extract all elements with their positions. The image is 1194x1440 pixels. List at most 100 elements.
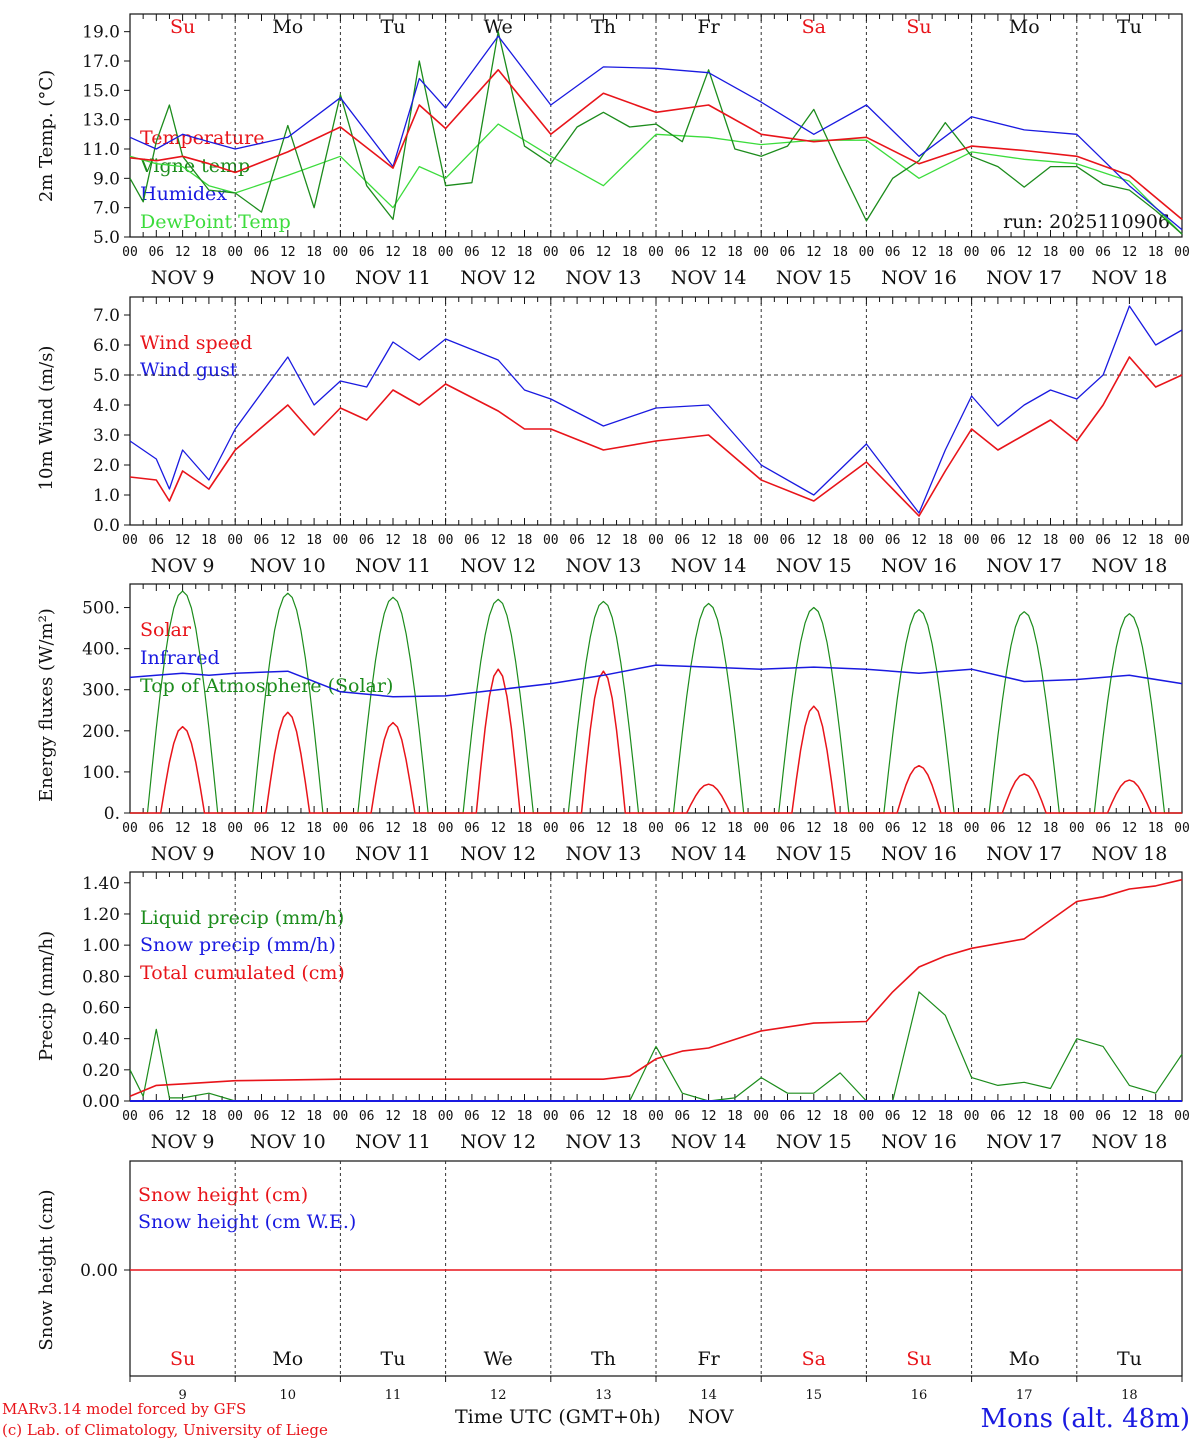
day-name-top: Su [906, 16, 931, 38]
flux-ylabel: Energy fluxes (W/m²) [36, 608, 57, 802]
day-name-top: Fr [697, 16, 720, 38]
date-label: NOV 14 [671, 267, 747, 289]
hour-tick-label: 06 [569, 821, 585, 836]
liquid-precip-series [129, 991, 1183, 1102]
y-tick-label: 1.0 [93, 486, 120, 506]
day-name-top: Tu [1117, 16, 1142, 38]
hour-tick-label: 12 [911, 1109, 927, 1124]
day-name-bottom: Tu [381, 1348, 406, 1370]
hour-tick-label: 00 [438, 821, 454, 836]
date-label: NOV 18 [1091, 555, 1167, 577]
hour-tick-label: 06 [1095, 821, 1111, 836]
hour-tick-label: 18 [517, 245, 533, 260]
precip-legend-liquid: Liquid precip (mm/h) [140, 907, 344, 929]
date-label: NOV 10 [250, 555, 326, 577]
y-tick-label: 6.0 [93, 336, 120, 356]
hour-tick-label: 18 [201, 245, 217, 260]
date-label: NOV 13 [565, 267, 641, 289]
hour-tick-label: 12 [596, 821, 612, 836]
day-number: 9 [178, 1388, 186, 1403]
hour-tick-label: 18 [727, 245, 743, 260]
hour-tick-label: 00 [1174, 245, 1190, 260]
hour-tick-label: 12 [806, 533, 822, 548]
temp-legend-vigne: Vigne temp [139, 155, 250, 177]
date-label: NOV 13 [565, 843, 641, 865]
hour-tick-label: 18 [727, 533, 743, 548]
hour-tick-label: 18 [411, 821, 427, 836]
hour-tick-label: 12 [1016, 821, 1032, 836]
hour-tick-label: 00 [1174, 821, 1190, 836]
y-tick-label: 5.0 [93, 228, 120, 248]
hour-tick-label: 06 [780, 821, 796, 836]
snow-legend-we: Snow height (cm W.E.) [138, 1211, 356, 1233]
hour-tick-label: 18 [832, 245, 848, 260]
hour-tick-label: 12 [1122, 1109, 1138, 1124]
date-label: NOV 12 [460, 1131, 536, 1153]
y-tick-label: 3.0 [93, 426, 120, 446]
hour-tick-label: 18 [306, 533, 322, 548]
day-name-top: Tu [381, 16, 406, 38]
hour-tick-label: 06 [148, 533, 164, 548]
snow-legend-height: Snow height (cm) [138, 1184, 308, 1206]
date-label: NOV 18 [1091, 1131, 1167, 1153]
hour-tick-label: 18 [1148, 245, 1164, 260]
hour-tick-label: 00 [438, 1109, 454, 1124]
date-label: NOV 12 [460, 267, 536, 289]
day-name-bottom: Fr [697, 1348, 720, 1370]
hour-tick-label: 12 [596, 533, 612, 548]
day-name-top: Mo [272, 16, 303, 38]
hour-tick-label: 06 [990, 245, 1006, 260]
y-tick-label: 200. [82, 722, 120, 742]
hour-tick-label: 06 [885, 245, 901, 260]
y-tick-label: 5.0 [93, 366, 120, 386]
hour-tick-label: 12 [280, 1109, 296, 1124]
y-tick-label: 0.20 [82, 1061, 120, 1081]
y-tick-label: 0.00 [82, 1092, 120, 1112]
date-label: NOV 17 [986, 267, 1062, 289]
hour-tick-label: 00 [753, 533, 769, 548]
hour-tick-label: 00 [1069, 533, 1085, 548]
day-number: 10 [280, 1388, 297, 1403]
wind-speed-series [129, 356, 1183, 517]
date-label: NOV 17 [986, 555, 1062, 577]
hour-tick-label: 06 [359, 533, 375, 548]
hour-tick-label: 12 [911, 821, 927, 836]
y-tick-label: 13.0 [82, 111, 120, 131]
hour-tick-label: 00 [648, 245, 664, 260]
hour-tick-label: 18 [622, 1109, 638, 1124]
hour-tick-label: 06 [674, 821, 690, 836]
y-tick-label: 2.0 [93, 456, 120, 476]
date-label: NOV 17 [986, 843, 1062, 865]
date-label: NOV 13 [565, 555, 641, 577]
hour-tick-label: 00 [543, 245, 559, 260]
hour-tick-label: 18 [411, 533, 427, 548]
day-name-bottom: Su [906, 1348, 931, 1370]
date-label: NOV 15 [776, 843, 852, 865]
hour-tick-label: 00 [859, 1109, 875, 1124]
hour-tick-label: 06 [674, 245, 690, 260]
hour-tick-label: 06 [990, 533, 1006, 548]
hour-tick-label: 06 [780, 245, 796, 260]
date-label: NOV 16 [881, 267, 957, 289]
hour-tick-label: 00 [964, 821, 980, 836]
hour-tick-label: 00 [333, 533, 349, 548]
hour-tick-label: 12 [1122, 245, 1138, 260]
day-name-bottom: Tu [1117, 1348, 1142, 1370]
hour-tick-label: 06 [254, 245, 270, 260]
run-annotation: run: 2025110906 [1003, 211, 1170, 233]
hour-tick-label: 00 [964, 1109, 980, 1124]
hour-tick-label: 00 [543, 821, 559, 836]
date-label: NOV 12 [460, 843, 536, 865]
hour-tick-label: 12 [175, 533, 191, 548]
hour-tick-label: 06 [780, 1109, 796, 1124]
hour-tick-label: 00 [859, 533, 875, 548]
station-label: Mons (alt. 48m) [981, 1404, 1190, 1434]
date-label: NOV 14 [671, 1131, 747, 1153]
toa-solar-series [130, 590, 1182, 814]
hour-tick-label: 06 [148, 245, 164, 260]
hour-tick-label: 06 [780, 533, 796, 548]
hour-tick-label: 12 [911, 533, 927, 548]
solar-series [130, 668, 1182, 814]
hour-tick-label: 12 [701, 1109, 717, 1124]
